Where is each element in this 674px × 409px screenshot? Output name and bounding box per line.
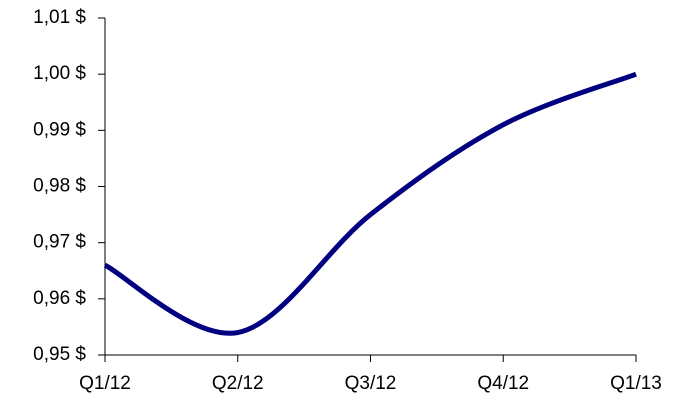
x-tick-label: Q4/12 [477, 373, 529, 394]
x-tick-label: Q1/13 [610, 373, 662, 394]
x-tick-label: Q1/12 [79, 373, 131, 394]
y-tick-label: 0,98 $ [33, 176, 86, 197]
y-tick-label: 0,99 $ [33, 119, 86, 140]
y-tick-label: 0,95 $ [33, 344, 86, 365]
x-tick-label: Q2/12 [212, 373, 264, 394]
y-tick-label: 0,96 $ [33, 288, 86, 309]
y-tick-label: 0,97 $ [33, 232, 86, 253]
line [103, 71, 637, 336]
y-tick-label: 1,00 $ [33, 63, 86, 84]
x-tick-label: Q3/12 [345, 373, 397, 394]
y-tick-label: 1,01 $ [33, 7, 86, 28]
